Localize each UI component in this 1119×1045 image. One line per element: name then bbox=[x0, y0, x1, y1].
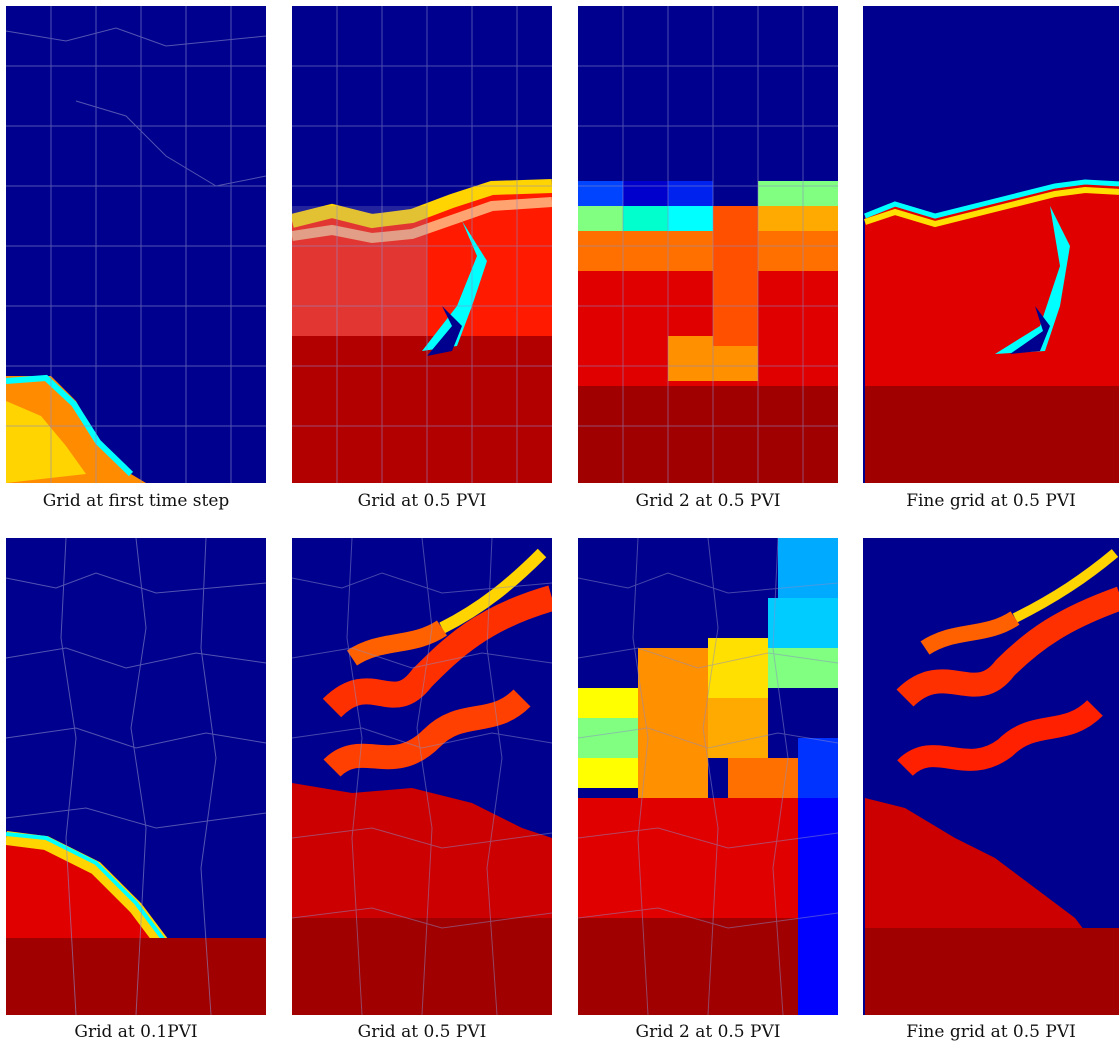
saturation-panel bbox=[863, 538, 1119, 1015]
saturation-panel bbox=[863, 6, 1119, 483]
panel-caption: Grid at 0.1PVI bbox=[74, 1022, 198, 1042]
panel-caption: Fine grid at 0.5 PVI bbox=[906, 1022, 1076, 1042]
panel-caption: Grid 2 at 0.5 PVI bbox=[635, 1022, 781, 1042]
panel-caption: Grid at 0.5 PVI bbox=[357, 491, 487, 511]
saturation-plot bbox=[578, 538, 838, 1015]
saturation-plot bbox=[6, 6, 266, 483]
saturation-panel bbox=[6, 6, 266, 483]
saturation-plot bbox=[578, 6, 838, 483]
saturation-plot bbox=[864, 6, 1119, 483]
saturation-plot bbox=[865, 538, 1119, 1015]
panel-caption: Grid 2 at 0.5 PVI bbox=[635, 491, 781, 511]
saturation-plot bbox=[292, 6, 552, 483]
panel-caption: Grid at first time step bbox=[42, 491, 230, 511]
saturation-panel bbox=[578, 6, 838, 483]
saturation-panel bbox=[6, 538, 266, 1015]
saturation-panel bbox=[292, 6, 552, 483]
saturation-plot bbox=[6, 538, 266, 1015]
panel-caption: Fine grid at 0.5 PVI bbox=[906, 491, 1076, 511]
saturation-panel bbox=[578, 538, 838, 1015]
panel-caption: Grid at 0.5 PVI bbox=[357, 1022, 487, 1042]
saturation-panel bbox=[292, 538, 552, 1015]
saturation-plot bbox=[292, 538, 552, 1015]
